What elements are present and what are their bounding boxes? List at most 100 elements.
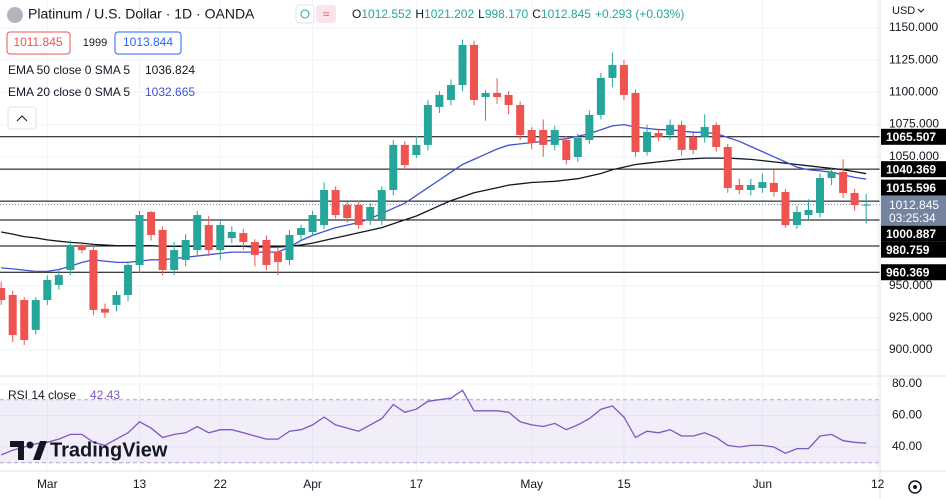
candle-body: [746, 184, 755, 191]
settings-icon[interactable]: [908, 480, 922, 494]
logo-slash: [33, 441, 47, 460]
candle-body: [124, 264, 133, 296]
candle-body: [412, 144, 421, 155]
candle-body: [619, 64, 628, 95]
candle-body: [781, 191, 790, 226]
label-layer: 1065.507 1040.369 1015.596 1000.887 980.759 9…: [8, 63, 946, 402]
eye-button[interactable]: [295, 4, 315, 24]
x-tick-label: 22: [214, 477, 228, 491]
candle-body: [285, 234, 294, 260]
y-tick-label: 950.000: [889, 278, 933, 292]
candle-body: [0, 288, 6, 301]
ohlc-value: 998.170: [485, 7, 529, 21]
ohlc-key: C: [532, 7, 541, 21]
candle-body: [470, 44, 479, 100]
candle-body: [596, 77, 605, 115]
buy-button[interactable]: [114, 31, 182, 55]
change: +0.293 (+0.03%): [595, 7, 684, 21]
rsi-tick-label: 40.00: [892, 439, 922, 453]
candle-body: [31, 300, 40, 330]
currency-dropdown[interactable]: [917, 8, 925, 13]
settings-icon-center: [913, 485, 917, 489]
collapse-icon: [16, 115, 28, 122]
candle-body: [723, 146, 732, 188]
rsi-tick-label: 80.00: [892, 376, 922, 390]
x-tick-label: 13: [133, 477, 147, 491]
logo-mark: [10, 441, 24, 460]
indicator-value: 1032.665: [145, 85, 195, 99]
candle-body: [227, 232, 236, 239]
ohlc-key: H: [415, 7, 424, 21]
candle-body: [343, 204, 352, 218]
level-label: 1065.507: [886, 130, 936, 144]
last-price-box: [881, 195, 946, 226]
candle-body: [170, 250, 179, 271]
candle-body: [66, 245, 75, 271]
candle-body: [112, 295, 121, 305]
y-tick-label: 1050.000: [889, 149, 939, 163]
candle-layer: [0, 39, 871, 345]
x-tick-label: 17: [410, 477, 424, 491]
candle-body: [689, 136, 698, 150]
candle-body: [250, 242, 259, 255]
collapse-button[interactable]: [7, 106, 37, 130]
ohlc-value: 1012.845: [541, 7, 591, 21]
candle-body: [204, 225, 213, 251]
level-label-box: [881, 128, 946, 145]
candle-body: [354, 204, 363, 226]
level-label-box: [881, 179, 946, 196]
candle-body: [446, 85, 455, 100]
candle-body: [769, 182, 778, 192]
candle-body: [862, 204, 871, 206]
y-tick-label: 925.000: [889, 310, 933, 324]
candle-body: [77, 245, 86, 251]
x-tick-label: Mar: [37, 477, 58, 491]
candle-body: [758, 182, 767, 188]
legend: Platinum / U.S. Dollar · 1D · OANDA ≈ O1…: [6, 4, 684, 130]
grid-layer: [0, 0, 880, 470]
logo-dot: [26, 441, 34, 449]
candle-body: [550, 129, 559, 145]
rsi-line: [0, 389, 867, 456]
candle-body: [631, 93, 640, 153]
candle-body: [573, 137, 582, 158]
currency-label[interactable]: USD: [892, 5, 915, 17]
x-tick-label: Jun: [753, 477, 772, 491]
spread: 1999: [83, 37, 107, 49]
candle-body: [827, 171, 836, 179]
candle-body: [458, 44, 467, 86]
candle-body: [147, 212, 156, 235]
candle-body: [481, 93, 490, 98]
candle-body: [585, 114, 594, 141]
candle-body: [666, 124, 675, 136]
candle-body: [389, 144, 398, 191]
rsi-band: [0, 399, 880, 463]
y-tick-label: 1150.000: [889, 20, 938, 34]
indicator-name: EMA 20 close 0 SMA 5: [8, 85, 130, 99]
ohlc-value: 1012.552: [361, 7, 411, 21]
rsi-tick-label: 60.00: [892, 408, 922, 422]
indicator-value: 1036.824: [145, 63, 195, 77]
candle-body: [516, 104, 525, 136]
y-tick-label: 1125.000: [889, 52, 938, 66]
candle-body: [435, 94, 444, 107]
level-label: 960.369: [886, 265, 930, 279]
eye-icon: [300, 9, 310, 19]
indicator-name: EMA 50 close 0 SMA 5: [8, 63, 130, 77]
candle-body: [850, 192, 859, 205]
x-tick-label: May: [520, 477, 543, 491]
ema-line: [1, 123, 867, 273]
candle-body: [677, 124, 686, 150]
rsi-band-layer: [0, 399, 880, 464]
symbol-title[interactable]: Platinum / U.S. Dollar · 1D · OANDA: [28, 6, 255, 22]
buy-price: 1013.844: [123, 35, 173, 49]
rsi-value: 42.43: [90, 388, 120, 402]
candle-body: [527, 129, 536, 143]
sell-button[interactable]: [6, 31, 71, 55]
last-price-label: 1012.845: [889, 198, 939, 212]
compare-button[interactable]: [316, 5, 336, 23]
candle-body: [297, 228, 306, 235]
